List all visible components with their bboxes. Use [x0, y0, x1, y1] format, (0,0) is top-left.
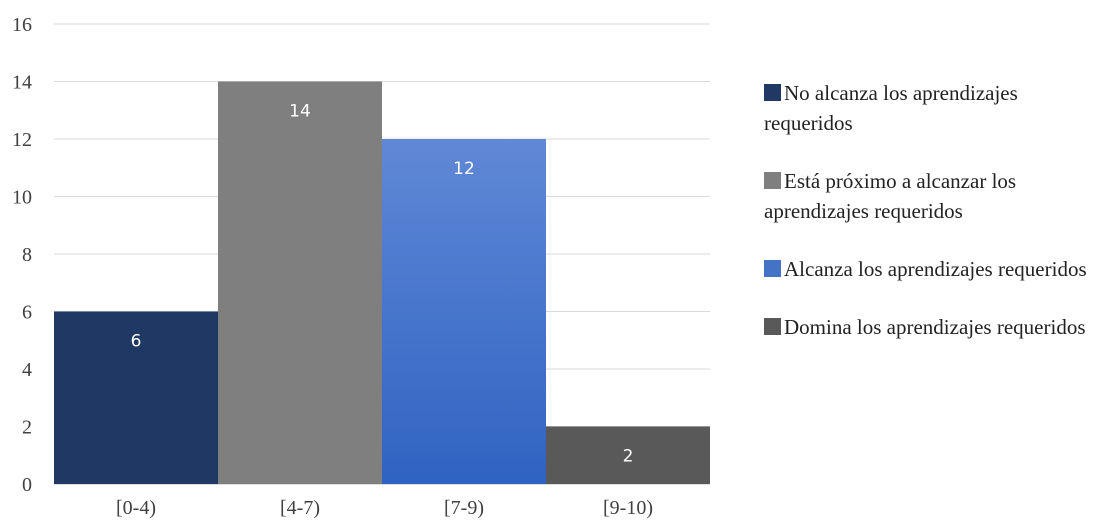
legend-label: No alcanza los aprendizajes requeridos [764, 81, 1018, 135]
legend-item-domina: Domina los aprendizajes requeridos [764, 312, 1094, 342]
y-tick-label: 10 [12, 187, 32, 209]
y-tick-label: 14 [12, 72, 32, 94]
legend-swatch [764, 318, 781, 335]
y-axis-ticks: 0 2 4 6 8 10 12 14 16 [12, 14, 32, 496]
y-tick-label: 0 [22, 474, 32, 496]
legend-item-alcanza: Alcanza los aprendizajes requeridos [764, 254, 1094, 284]
y-tick-label: 16 [12, 14, 32, 36]
x-tick-label: [4-7) [280, 497, 320, 519]
y-tick-label: 2 [22, 417, 32, 439]
legend-swatch [764, 260, 781, 277]
y-tick-label: 12 [12, 129, 32, 151]
y-tick-label: 8 [22, 244, 32, 266]
data-label: 6 [131, 332, 142, 352]
x-axis-ticks: [0-4) [4-7) [7-9) [9-10) [116, 497, 653, 519]
x-tick-label: [9-10) [603, 497, 653, 519]
data-labels: 6 14 12 2 [131, 102, 634, 467]
bars [54, 81, 710, 484]
x-tick-label: [7-9) [444, 497, 484, 519]
y-tick-label: 6 [22, 302, 32, 324]
legend-item-proximo: Está próximo a alcanzar los aprendizajes… [764, 166, 1094, 226]
legend-swatch [764, 84, 781, 101]
y-tick-label: 4 [22, 359, 32, 381]
legend: No alcanza los aprendizajes requeridos E… [764, 78, 1094, 370]
legend-item-no-alcanza: No alcanza los aprendizajes requeridos [764, 78, 1094, 138]
legend-swatch [764, 172, 781, 189]
bar [218, 81, 382, 484]
data-label: 2 [623, 447, 634, 467]
bar [382, 139, 546, 484]
data-label: 12 [453, 159, 475, 179]
x-tick-label: [0-4) [116, 497, 156, 519]
legend-label: Alcanza los aprendizajes requeridos [784, 257, 1087, 281]
bar [546, 426, 710, 484]
legend-label: Está próximo a alcanzar los aprendizajes… [764, 169, 1017, 223]
bar [54, 311, 218, 484]
data-label: 14 [289, 102, 311, 122]
legend-label: Domina los aprendizajes requeridos [784, 315, 1086, 339]
